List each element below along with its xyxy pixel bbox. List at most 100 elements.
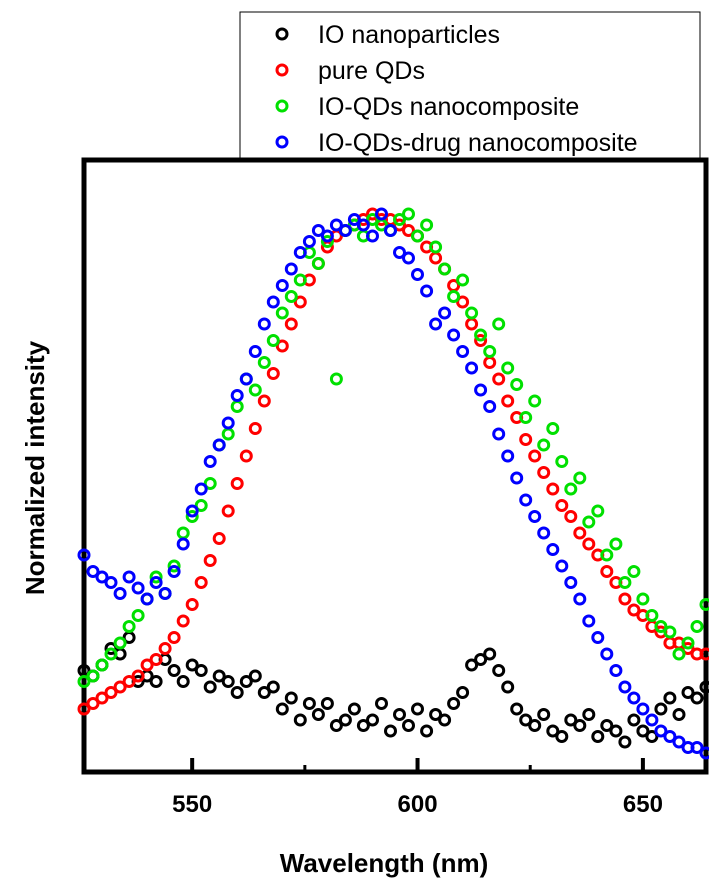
data-point <box>465 658 479 672</box>
legend-label: IO nanoparticles <box>318 21 500 49</box>
x-tick-label: 600 <box>398 791 438 818</box>
data-point <box>627 691 641 705</box>
data-point <box>393 218 406 232</box>
data-point <box>366 229 379 243</box>
data-point <box>582 515 596 529</box>
data-point <box>203 554 217 567</box>
data-point <box>239 372 253 386</box>
data-point <box>474 383 488 397</box>
data-point <box>681 636 695 650</box>
data-point <box>420 218 434 232</box>
legend-marker <box>275 99 289 113</box>
data-point <box>230 686 244 699</box>
data-point <box>176 675 190 688</box>
data-point <box>456 345 470 358</box>
data-point <box>384 224 397 237</box>
data-point <box>221 504 235 518</box>
data-point <box>293 295 307 309</box>
data-point <box>555 559 569 573</box>
data-point <box>519 493 533 507</box>
data-point <box>95 691 109 705</box>
series-1 <box>77 207 709 716</box>
x-tick-label: 650 <box>623 791 663 818</box>
data-point <box>519 433 533 446</box>
data-point <box>239 675 253 688</box>
data-point <box>293 713 307 727</box>
data-point <box>501 449 515 463</box>
legend-marker <box>275 135 289 149</box>
y-axis-title: Normalized intensity <box>20 340 50 595</box>
data-point <box>113 680 127 694</box>
data-point <box>483 356 497 369</box>
data-point <box>356 218 370 232</box>
data-point <box>329 719 343 732</box>
data-point <box>402 224 415 237</box>
data-point <box>663 691 677 705</box>
data-point <box>338 713 352 727</box>
data-point <box>510 378 524 391</box>
data-point <box>627 565 641 578</box>
plot-frame <box>81 157 709 775</box>
data-point <box>104 647 118 661</box>
data-point <box>582 708 596 721</box>
data-point <box>366 713 379 727</box>
data-point <box>320 235 334 248</box>
data-point <box>501 361 515 375</box>
data-point <box>293 246 307 259</box>
data-point <box>275 306 289 320</box>
data-point <box>230 400 244 413</box>
data-point <box>402 251 415 265</box>
data-point <box>600 548 614 562</box>
data-point <box>519 411 533 424</box>
data-point <box>86 565 100 578</box>
data-point <box>311 257 325 270</box>
data-point <box>212 532 226 545</box>
data-point <box>122 570 136 584</box>
data-point <box>122 675 136 688</box>
data-point <box>203 680 217 694</box>
data-point <box>194 482 208 496</box>
data-point <box>564 576 578 589</box>
data-point <box>104 576 118 589</box>
data-point <box>618 680 632 694</box>
data-point <box>528 719 542 732</box>
x-axis-ticks: 550 600 650 <box>172 758 663 818</box>
data-point <box>221 427 235 441</box>
data-point <box>636 702 650 716</box>
data-point <box>158 642 172 655</box>
data-point <box>122 620 136 633</box>
data-point <box>329 218 343 232</box>
data-point <box>681 686 695 699</box>
data-point <box>185 658 199 672</box>
data-point <box>167 565 181 578</box>
data-point <box>393 246 406 259</box>
data-point <box>609 537 623 551</box>
data-point <box>672 647 686 661</box>
data-point <box>77 702 91 716</box>
legend-label: IO-QDs-drug nanocomposite <box>318 129 638 157</box>
data-point <box>627 603 641 617</box>
data-point <box>248 422 262 435</box>
data-point <box>167 559 181 573</box>
data-point <box>438 306 452 320</box>
data-point <box>384 724 397 738</box>
series-0 <box>77 631 709 749</box>
data-point <box>293 273 307 287</box>
data-point <box>221 675 235 688</box>
data-point <box>284 290 298 303</box>
data-point <box>338 224 352 237</box>
data-point <box>266 680 280 694</box>
data-point <box>429 251 443 265</box>
data-point <box>456 686 470 699</box>
x-tick-label: 550 <box>172 791 212 818</box>
data-point <box>356 719 370 732</box>
data-point <box>149 675 163 688</box>
data-point <box>609 664 623 677</box>
data-point <box>257 317 271 331</box>
data-point <box>194 499 208 512</box>
data-point <box>465 361 479 375</box>
data-point <box>347 213 361 226</box>
series-3 <box>77 207 709 760</box>
data-point <box>95 658 109 672</box>
